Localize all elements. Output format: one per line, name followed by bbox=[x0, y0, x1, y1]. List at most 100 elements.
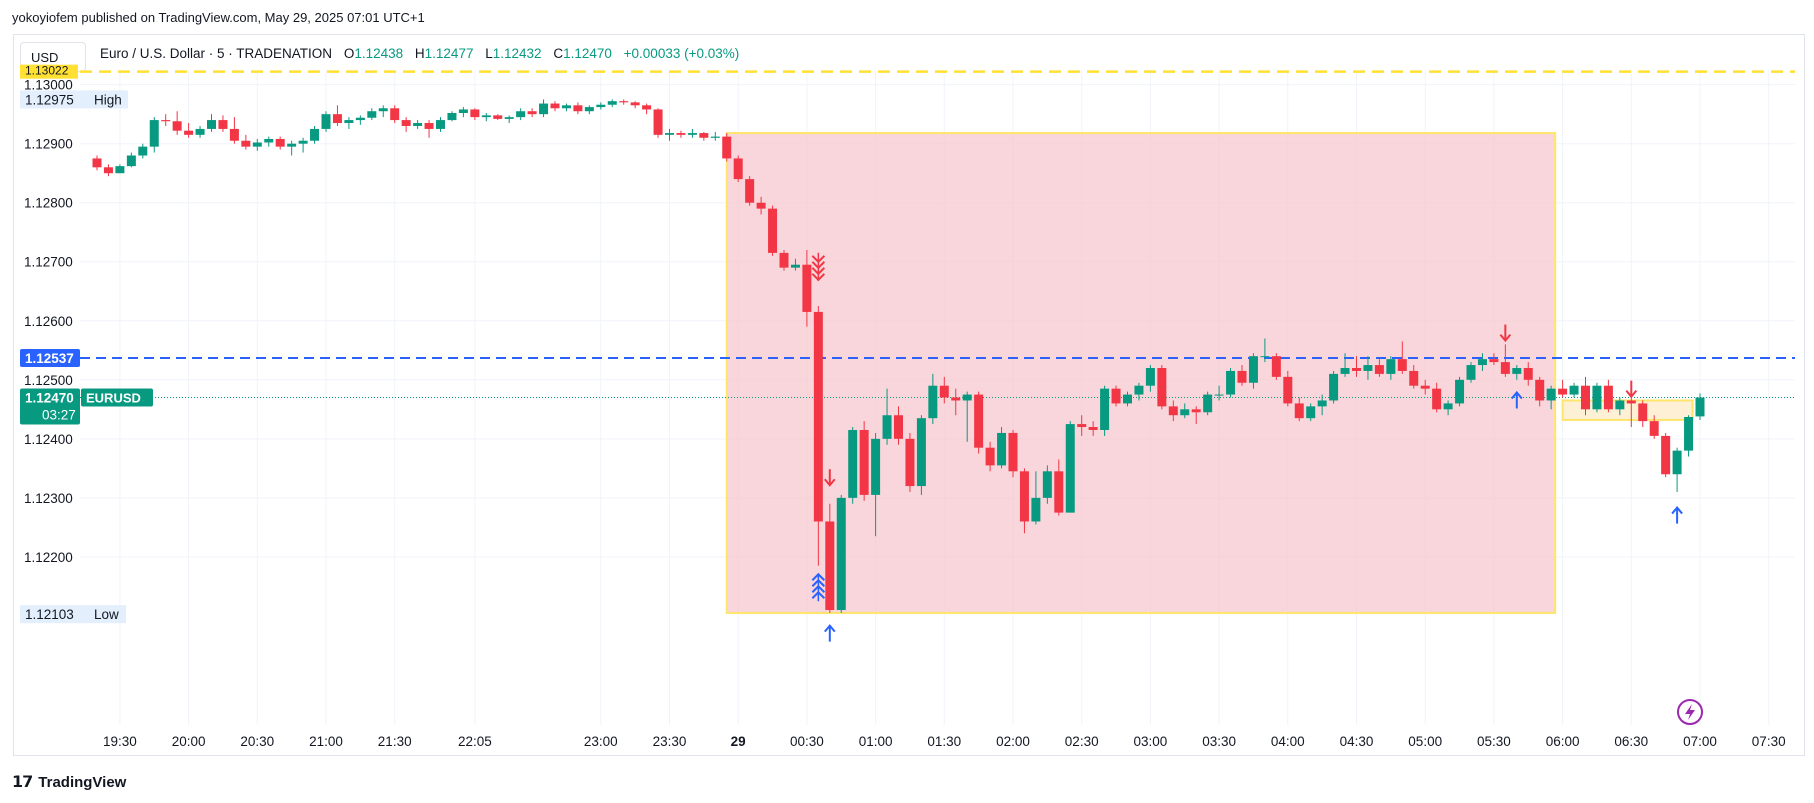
close-value: 1.12470 bbox=[563, 46, 612, 61]
low-value: 1.12432 bbox=[492, 46, 542, 61]
candle-body bbox=[699, 133, 709, 138]
candle-body bbox=[1684, 416, 1694, 451]
candle-body bbox=[848, 429, 858, 498]
candle-body bbox=[126, 155, 136, 167]
low-value-tag: 1.12103 bbox=[25, 607, 74, 622]
candle-body bbox=[1008, 432, 1018, 472]
y-tick-label: 1.12900 bbox=[24, 137, 73, 152]
chart-frame bbox=[13, 34, 1805, 756]
candle-body bbox=[962, 394, 972, 401]
candle-body bbox=[424, 123, 434, 129]
candle-body bbox=[310, 128, 320, 141]
candle-body bbox=[676, 133, 686, 135]
candle-body bbox=[1203, 394, 1213, 413]
candle-body bbox=[1100, 388, 1110, 430]
x-tick-label: 02:00 bbox=[996, 734, 1030, 749]
candle-body bbox=[1271, 356, 1281, 377]
y-tick-label: 1.12800 bbox=[24, 196, 73, 211]
x-tick-label: 01:00 bbox=[859, 734, 893, 749]
x-tick-label: 05:00 bbox=[1408, 734, 1442, 749]
candle-body bbox=[561, 105, 571, 109]
candle-body bbox=[1088, 427, 1098, 430]
candle-body bbox=[630, 102, 640, 106]
last-price-tag-bg bbox=[20, 388, 80, 425]
candle-body bbox=[1569, 385, 1579, 395]
candle-body bbox=[619, 101, 629, 103]
candle-body bbox=[1352, 368, 1361, 371]
x-tick-label: 05:30 bbox=[1477, 734, 1511, 749]
candle-body bbox=[1466, 365, 1476, 380]
brand-name: TradingView bbox=[38, 773, 127, 791]
candle-body bbox=[103, 167, 113, 174]
candle-body bbox=[172, 121, 182, 131]
symbol-header: Euro / U.S. Dollar · 5 · TRADENATION O1.… bbox=[100, 46, 739, 61]
candle-body bbox=[1409, 370, 1419, 386]
countdown-tag: 03:27 bbox=[42, 408, 76, 423]
high-value: 1.12477 bbox=[424, 46, 474, 61]
candle-body bbox=[436, 120, 445, 129]
candle-body bbox=[1214, 394, 1224, 396]
candle-body bbox=[1054, 471, 1064, 513]
candle-body bbox=[1329, 373, 1339, 401]
candle-body bbox=[756, 202, 766, 209]
candle-body bbox=[252, 142, 262, 147]
x-tick-label: 02:30 bbox=[1065, 734, 1099, 749]
candle-body bbox=[951, 397, 961, 401]
price-chart[interactable]: 1.13000 1.12900 1.12800 1.12700 1.12600 1.125… bbox=[0, 0, 1814, 760]
candle-body bbox=[355, 117, 365, 121]
candle-body bbox=[745, 179, 755, 203]
candle-body bbox=[321, 114, 331, 129]
candle-body bbox=[607, 101, 617, 105]
high-label: H bbox=[414, 46, 425, 61]
candle-body bbox=[584, 107, 594, 112]
candle-body bbox=[882, 415, 892, 439]
signal-up-arrow-icon bbox=[1671, 506, 1683, 524]
last-price-tag: 1.12470 bbox=[25, 391, 74, 406]
y-tick-label: 1.12600 bbox=[24, 314, 73, 329]
candle-body bbox=[241, 140, 251, 147]
candle-body bbox=[1397, 359, 1407, 371]
low-tag-bg bbox=[20, 605, 126, 624]
signal-down-arrow-icon bbox=[1499, 324, 1512, 343]
candle-body bbox=[1260, 356, 1270, 358]
candle-body bbox=[550, 103, 560, 109]
x-tick-label: 19:30 bbox=[103, 734, 137, 749]
y-tick-label: 1.12700 bbox=[24, 255, 73, 270]
candle-body bbox=[287, 143, 297, 147]
x-tick-label: 00:30 bbox=[790, 734, 824, 749]
candle-body bbox=[218, 120, 228, 129]
x-tick-label: 21:30 bbox=[378, 734, 412, 749]
candle-body bbox=[1386, 359, 1396, 374]
candle-body bbox=[1077, 424, 1087, 428]
candle-body bbox=[275, 138, 285, 147]
candle-body bbox=[1477, 359, 1487, 366]
candle-body bbox=[527, 111, 537, 115]
x-tick-label: 06:00 bbox=[1546, 734, 1580, 749]
candle-body bbox=[974, 394, 984, 448]
candle-body bbox=[1123, 394, 1132, 404]
candle-body bbox=[894, 415, 903, 439]
candle-body bbox=[573, 105, 583, 112]
candle-body bbox=[997, 432, 1007, 466]
candle-body bbox=[298, 140, 308, 144]
open-value: 1.12438 bbox=[354, 46, 404, 61]
candle-body bbox=[161, 120, 171, 122]
candle-body bbox=[229, 128, 239, 141]
x-tick-label: 23:30 bbox=[653, 734, 687, 749]
candle-body bbox=[916, 418, 926, 487]
close-label: C bbox=[553, 46, 564, 61]
x-tick-label: 04:00 bbox=[1271, 734, 1305, 749]
y-tick-label: 1.12200 bbox=[24, 550, 73, 565]
footer-brand: 𝟭𝟳 TradingView bbox=[12, 772, 126, 792]
candle-body bbox=[1455, 379, 1465, 404]
x-tick-label: 07:00 bbox=[1683, 734, 1717, 749]
candle-body bbox=[470, 109, 480, 118]
candle-body bbox=[859, 429, 869, 495]
candle-body bbox=[813, 311, 823, 522]
x-tick-label: 20:00 bbox=[172, 734, 206, 749]
candle-body bbox=[665, 133, 674, 135]
x-tick-label: 03:30 bbox=[1202, 734, 1236, 749]
signal-up-arrow-icon bbox=[824, 624, 836, 642]
candle-body bbox=[779, 252, 789, 268]
candle-body bbox=[1157, 368, 1167, 407]
